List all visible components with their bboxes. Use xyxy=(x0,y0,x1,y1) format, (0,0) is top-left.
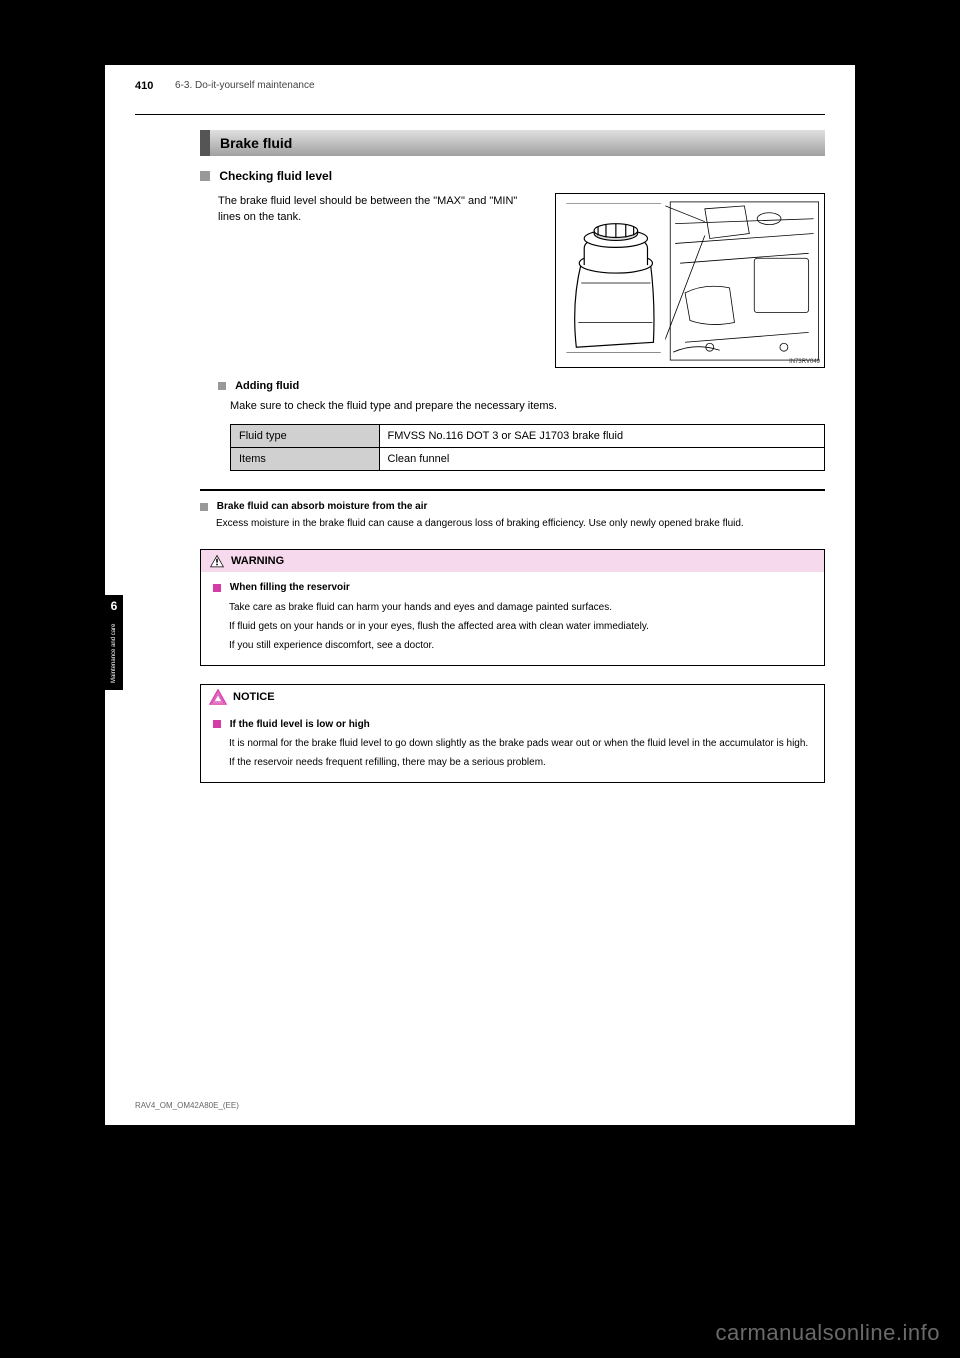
table-header-cell: Items xyxy=(231,448,380,471)
note-heading: Brake fluid can absorb moisture from the… xyxy=(200,501,825,512)
note-label: Brake fluid can absorb moisture from the… xyxy=(217,501,428,512)
reservoir-illustration: IN73RV049 xyxy=(555,193,825,368)
image-code: IN73RV049 xyxy=(789,359,820,365)
warning-subtitle: When filling the reservoir xyxy=(230,582,350,593)
warning-p3: If you still experience discomfort, see … xyxy=(229,638,812,653)
footer-text: RAV4_OM_OM42A80E_(EE) xyxy=(135,1101,239,1110)
check-fluid-heading: Checking fluid level xyxy=(200,168,825,183)
table-cell: FMVSS No.116 DOT 3 or SAE J1703 brake fl… xyxy=(379,425,825,448)
table-row: Fluid type FMVSS No.116 DOT 3 or SAE J17… xyxy=(231,425,825,448)
warning-p2: If fluid gets on your hands or in your e… xyxy=(229,619,812,634)
notice-label: NOTICE xyxy=(233,691,275,703)
side-tab-label: Maintenance and care xyxy=(111,616,118,691)
warning-header: WARNING xyxy=(201,550,824,572)
notice-p1: It is normal for the brake fluid level t… xyxy=(229,736,812,751)
add-fluid-label: Adding fluid xyxy=(235,380,299,392)
section-header: Brake fluid xyxy=(200,130,825,156)
chapter-label: 6-3. Do-it-yourself maintenance xyxy=(175,80,315,91)
square-marker-pink-icon xyxy=(213,584,221,592)
square-marker-pink-icon xyxy=(213,720,221,728)
table-header-cell: Fluid type xyxy=(231,425,380,448)
warning-p1: Take care as brake fluid can harm your h… xyxy=(229,600,812,615)
notice-triangle-icon xyxy=(209,689,227,705)
notice-subtitle: If the fluid level is low or high xyxy=(230,719,370,730)
add-fluid-text: Make sure to check the fluid type and pr… xyxy=(230,398,825,415)
notice-body: If the fluid level is low or high It is … xyxy=(201,709,824,782)
divider xyxy=(200,489,825,491)
page-number: 410 xyxy=(135,80,153,92)
note-text: Excess moisture in the brake fluid can c… xyxy=(216,516,825,531)
manual-page: 6 Maintenance and care 410 6-3. Do-it-yo… xyxy=(105,65,855,1125)
warning-subheading: When filling the reservoir xyxy=(213,580,812,595)
notice-header: NOTICE xyxy=(201,685,824,709)
page-content: Brake fluid Checking fluid level The bra… xyxy=(105,130,855,783)
warning-triangle-icon xyxy=(209,554,225,568)
table-cell: Clean funnel xyxy=(379,448,825,471)
side-tab-number: 6 xyxy=(105,599,123,613)
watermark: carmanualsonline.info xyxy=(715,1320,940,1346)
square-marker-icon xyxy=(200,171,210,181)
table-row: Items Clean funnel xyxy=(231,448,825,471)
fluid-table: Fluid type FMVSS No.116 DOT 3 or SAE J17… xyxy=(230,424,825,471)
warning-box: WARNING When filling the reservoir Take … xyxy=(200,549,825,665)
fluid-level-text: The brake fluid level should be between … xyxy=(200,193,540,368)
page-header: 410 6-3. Do-it-yourself maintenance xyxy=(135,65,825,115)
reservoir-svg xyxy=(556,194,824,367)
square-marker-icon xyxy=(218,382,226,390)
fluid-row: The brake fluid level should be between … xyxy=(200,193,825,368)
notice-p2: If the reservoir needs frequent refillin… xyxy=(229,755,812,770)
add-fluid-heading: Adding fluid xyxy=(218,380,825,392)
side-tab: 6 Maintenance and care xyxy=(105,595,123,690)
notice-subheading: If the fluid level is low or high xyxy=(213,717,812,732)
notice-box: NOTICE If the fluid level is low or high… xyxy=(200,684,825,783)
square-marker-icon xyxy=(200,503,208,511)
warning-body: When filling the reservoir Take care as … xyxy=(201,572,824,664)
warning-label: WARNING xyxy=(231,555,284,567)
check-fluid-label: Checking fluid level xyxy=(219,169,332,183)
